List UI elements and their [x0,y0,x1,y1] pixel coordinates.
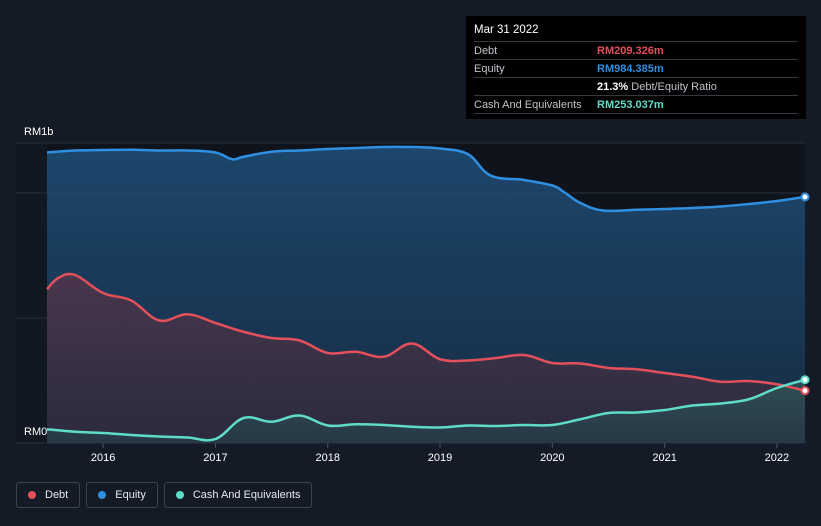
x-tick-label: 2022 [765,452,789,464]
debt-area [47,273,805,443]
legend: Debt Equity Cash And Equivalents [16,482,313,508]
equity-dot-icon [98,491,107,499]
legend-item-debt[interactable]: Debt [16,482,81,508]
x-tick-label: 2019 [428,452,452,464]
tooltip-row-equity: Equity RM984.385m [474,59,798,77]
equity-line [46,145,806,213]
debt-dot-icon [28,491,36,499]
y-axis-bottom-label: RM0 [24,426,47,438]
x-axis: 2016 2017 2018 2019 2020 2021 2022 [91,443,789,464]
tooltip-date: Mar 31 2022 [474,24,539,36]
tooltip-label: Debt [474,44,498,57]
x-tick-label: 2016 [91,452,115,464]
equity-end-point [800,192,810,202]
y-axis-top-label: RM1b [24,126,53,138]
x-tick-label: 2020 [540,452,564,464]
tooltip-value: RM209.326m [597,44,664,57]
legend-label: Cash And Equivalents [192,489,301,501]
tooltip-label: Equity [474,62,505,75]
cash-dot-icon [175,491,184,499]
cash-and-equivalents-line [46,378,806,442]
x-tick-label: 2021 [652,452,676,464]
legend-label: Equity [115,489,146,501]
x-tick-label: 2017 [203,452,227,464]
series-lines [46,145,806,442]
tooltip-row-debt: Debt RM209.326m [474,41,798,59]
tooltip-row-ratio: 21.3% Debt/Equity Ratio [474,77,798,95]
tooltip-value: RM253.037m [597,98,664,111]
tooltip-row-cash: Cash And Equivalents RM253.037m [474,95,798,114]
x-tick-label: 2018 [315,452,339,464]
cash-and-equivalents-area [47,379,805,443]
debt-line [46,272,806,392]
debt-end-point [800,386,810,396]
tooltip: Mar 31 2022 Debt RM209.326m Equity RM984… [466,16,806,119]
ratio-caption: Debt/Equity Ratio [631,80,717,93]
tooltip-value: RM984.385m [597,62,664,75]
tooltip-value: 21.3% Debt/Equity Ratio [597,81,717,93]
legend-label: Debt [45,489,69,501]
cash-and-equivalents-end-point [800,375,810,385]
tooltip-label: Cash And Equivalents [474,98,582,111]
end-markers [800,192,810,396]
ratio-value: 21.3% [597,80,629,93]
legend-item-cash[interactable]: Cash And Equivalents [163,482,313,508]
legend-item-equity[interactable]: Equity [86,482,158,508]
